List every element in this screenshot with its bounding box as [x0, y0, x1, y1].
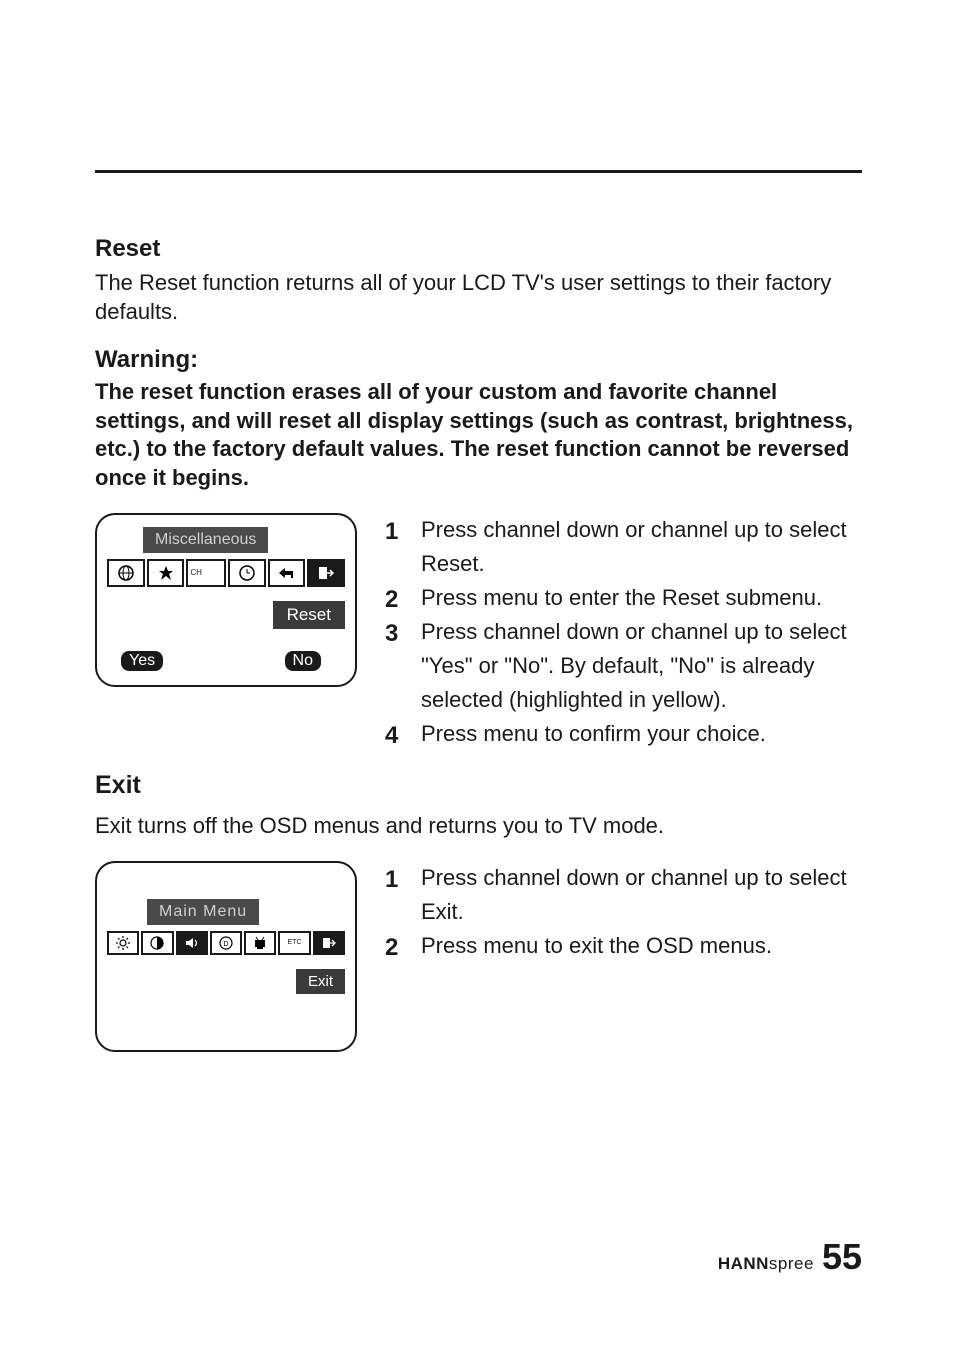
speaker-icon — [176, 931, 208, 955]
tv-icon — [244, 931, 276, 955]
osd-reset-chip: Reset — [273, 601, 345, 629]
osd-title-main: Main Menu — [147, 899, 259, 925]
ch-icon: CH — [186, 559, 226, 587]
etc-icon: ETC — [278, 931, 310, 955]
step-item: Press channel down or channel up to sele… — [385, 615, 862, 717]
brand-logo: HANNspree — [718, 1254, 814, 1274]
heading-warning: Warning: — [95, 346, 862, 374]
osd-yes-option: Yes — [121, 651, 163, 671]
step-item: Press menu to confirm your choice. — [385, 717, 862, 751]
page-number: 55 — [822, 1236, 862, 1278]
step-item: Press channel down or channel up to sele… — [385, 861, 862, 929]
steps-reset: Press channel down or channel up to sele… — [385, 513, 862, 752]
back-icon — [268, 559, 306, 587]
page-footer: HANNspree 55 — [718, 1236, 862, 1278]
osd-title-misc: Miscellaneous — [143, 527, 268, 553]
contrast-icon — [141, 931, 173, 955]
exit-icon — [307, 559, 345, 587]
paragraph-warning-body: The reset function erases all of your cu… — [95, 378, 862, 492]
osd-icon-row: D ETC — [107, 931, 345, 955]
star-icon — [147, 559, 185, 587]
heading-reset: Reset — [95, 235, 862, 263]
audio-icon: D — [210, 931, 242, 955]
heading-exit: Exit — [95, 771, 862, 800]
steps-exit: Press channel down or channel up to sele… — [385, 861, 862, 963]
osd-no-option: No — [285, 651, 321, 671]
step-item: Press menu to exit the OSD menus. — [385, 929, 862, 963]
sun-icon — [107, 931, 139, 955]
osd-icon-row: CH — [107, 559, 345, 587]
osd-figure-exit: Main Menu D ETC Exit — [95, 861, 357, 1052]
exit-icon — [313, 931, 345, 955]
paragraph-reset-desc: The Reset function returns all of your L… — [95, 269, 862, 326]
osd-exit-chip: Exit — [296, 969, 345, 994]
paragraph-exit-desc: Exit turns off the OSD menus and returns… — [95, 812, 862, 841]
horizontal-rule — [95, 170, 862, 173]
osd-figure-reset: Miscellaneous CH Reset Yes No — [95, 513, 357, 687]
step-item: Press channel down or channel up to sele… — [385, 513, 862, 581]
globe-icon — [107, 559, 145, 587]
step-item: Press menu to enter the Reset submenu. — [385, 581, 862, 615]
svg-text:D: D — [223, 941, 228, 948]
clock-icon — [228, 559, 266, 587]
